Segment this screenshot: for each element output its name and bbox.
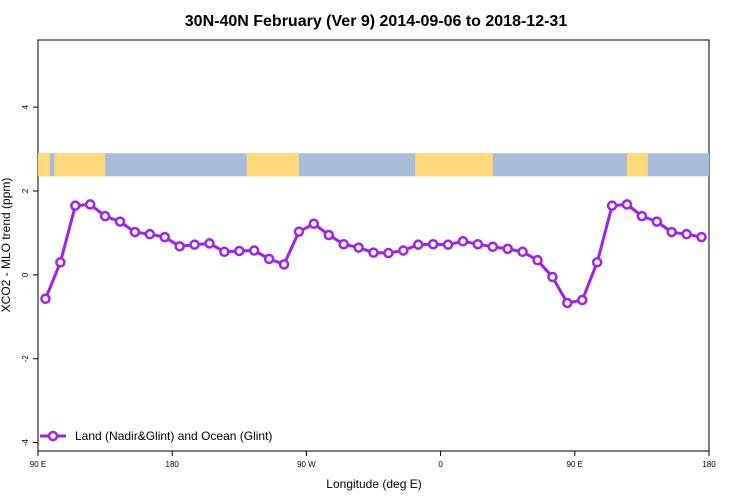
x-axis-label: Longitude (deg E) [326,477,421,491]
legend: Land (Nadir&Glint) and Ocean (Glint) [40,429,272,443]
data-point [129,226,141,238]
data-point [234,245,245,257]
data-point [189,239,200,250]
x-tick-label-0: 90 E [30,460,46,469]
data-point [248,245,260,256]
plot-frame [37,39,710,452]
data-point [383,247,394,259]
data-point [427,238,439,250]
data-point [55,257,66,268]
data-point [99,210,111,222]
data-point [547,271,558,283]
data-point [591,257,603,268]
data-point [681,228,692,240]
data-point [577,294,588,306]
map-land-2 [60,153,106,177]
y-axis-label: XCO2 - MLO trend (ppm) [0,178,13,313]
data-point [651,216,663,227]
data-point [621,199,633,210]
data-point [353,242,364,253]
data-point [70,200,81,211]
series-layer [40,199,707,309]
data-point [323,229,335,241]
data-point [174,241,185,252]
data-point [562,297,573,309]
data-point [412,239,424,250]
x-tick-label-5: 180 [702,460,716,469]
legend-marker [47,430,59,442]
x-tick-label-4: 90 E [567,460,583,469]
data-point [308,218,320,229]
map-land-3 [246,153,299,177]
data-point [472,238,484,250]
data-point [159,231,170,243]
data-point [204,238,215,249]
map-strip [38,153,709,177]
data-point [606,200,618,211]
data-point [40,293,51,305]
x-tick-label-2: 90 W [297,460,316,469]
data-point [532,254,543,266]
data-point [263,253,275,265]
map-land-4 [415,153,493,177]
data-point [502,243,513,255]
data-point [368,247,379,258]
y-tick-label-0: -4 [21,439,30,447]
map-ocean [38,153,709,177]
data-point [487,241,499,253]
y-axis: -4 -2 0 2 4 [21,104,38,446]
map-land-0 [38,153,50,177]
x-tick-label-3: 0 [438,460,443,469]
data-point [338,238,349,250]
data-point [114,216,126,227]
data-point [442,239,454,250]
data-point [293,226,305,237]
y-tick-label-2: 0 [21,272,30,277]
chart-title: 30N-40N February (Ver 9) 2014-09-06 to 2… [185,13,568,30]
data-point [666,226,677,238]
data-point [636,210,648,222]
data-point [696,231,707,243]
data-point [84,199,96,210]
y-tick-label-3: 2 [21,188,30,193]
data-point [219,246,230,258]
x-tick-label-1: 180 [166,460,180,469]
data-point [457,236,469,247]
data-point [517,246,528,258]
data-point [144,228,156,240]
y-tick-label-1: -2 [21,355,30,363]
x-axis: 90 E 180 90 W 0 90 E 180 [30,451,716,469]
y-tick-label-4: 4 [21,104,30,109]
data-point [398,245,409,256]
legend-label: Land (Nadir&Glint) and Ocean (Glint) [75,429,272,443]
map-land-5 [626,153,648,177]
data-point [278,259,290,270]
